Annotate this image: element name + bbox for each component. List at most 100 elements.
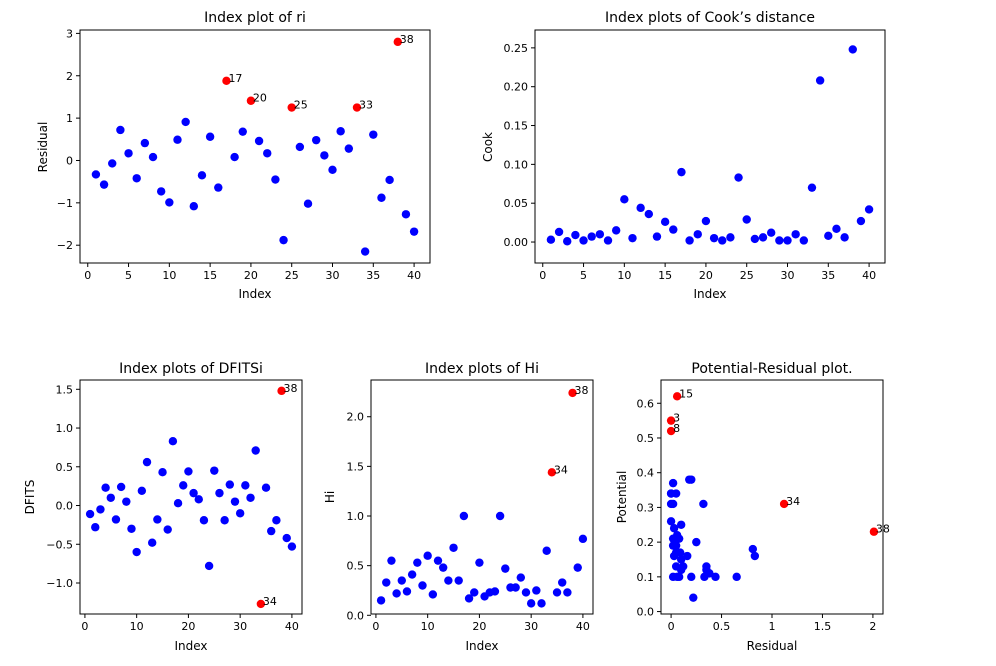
data-point	[108, 159, 117, 168]
data-point	[127, 524, 136, 533]
data-point	[573, 563, 582, 572]
data-point	[382, 578, 391, 587]
data-point	[449, 543, 458, 552]
y-tick-label: 0.4	[637, 467, 655, 480]
y-tick-label: 0.0	[347, 609, 365, 622]
data-point	[165, 198, 174, 207]
x-tick-label: 40	[862, 269, 876, 282]
x-tick-label: 0	[84, 269, 91, 282]
highlighted-point	[666, 416, 676, 425]
data-point	[173, 135, 182, 144]
data-point	[199, 516, 209, 525]
highlighted-point	[256, 599, 266, 609]
x-tick-label: 0.5	[713, 620, 731, 633]
point-annotation: 20	[253, 92, 267, 105]
data-point	[235, 509, 245, 518]
point-annotation: 34	[263, 595, 277, 608]
x-tick-label: 30	[781, 269, 795, 282]
y-tick-label: 1.5	[56, 383, 74, 396]
data-point	[189, 488, 198, 498]
data-point	[111, 515, 121, 524]
data-point	[163, 525, 172, 534]
data-point	[668, 534, 678, 543]
data-point	[668, 572, 678, 582]
dfits-panel: Index plots of DFITSi Index DFITS 0 10 20 3…	[23, 361, 303, 653]
data-point	[848, 45, 857, 54]
data-point	[295, 142, 305, 152]
data-point	[636, 203, 645, 213]
data-point	[179, 481, 188, 490]
data-point	[263, 149, 272, 158]
data-point	[734, 173, 743, 182]
data-point	[676, 520, 686, 529]
data-point	[693, 230, 702, 239]
data-point	[397, 576, 406, 585]
y-tick-label: 1	[66, 112, 73, 125]
data-point	[701, 216, 711, 226]
y-tick-label: 0.5	[347, 560, 365, 573]
data-point	[287, 542, 297, 551]
x-tick-label: 0	[539, 269, 546, 282]
data-point	[669, 225, 678, 234]
highlighted-point	[547, 468, 557, 477]
x-tick-label: 1	[769, 620, 776, 633]
data-point	[475, 558, 484, 567]
point-annotation: 3	[673, 412, 680, 425]
x-axis-label: Index	[238, 287, 271, 301]
data-point	[433, 556, 443, 565]
data-point	[676, 565, 686, 575]
data-point	[459, 511, 469, 521]
data-point	[832, 224, 841, 234]
highlighted-point	[779, 499, 789, 509]
x-tick-label: 25	[740, 269, 754, 282]
data-point	[344, 144, 354, 153]
y-tick-label: 0.6	[637, 397, 655, 410]
x-tick-label: 35	[366, 269, 380, 282]
data-point	[140, 138, 150, 148]
data-point	[671, 489, 681, 498]
x-tick-label: 30	[524, 620, 538, 633]
x-tick-label: 10	[617, 269, 631, 282]
data-point	[220, 516, 229, 525]
x-tick-label: 15	[658, 269, 672, 282]
data-point	[674, 534, 684, 543]
data-point	[385, 175, 394, 185]
x-tick-label: 0	[372, 620, 379, 633]
y-tick-label: −0.5	[46, 538, 73, 551]
data-point	[215, 488, 224, 498]
data-point	[91, 170, 101, 179]
data-point	[742, 215, 751, 224]
data-point	[748, 544, 758, 554]
highlighted-point	[672, 392, 682, 401]
data-point	[96, 505, 105, 514]
data-point	[554, 227, 564, 237]
data-point	[668, 478, 678, 488]
data-point	[495, 511, 505, 521]
x-tick-label: 40	[407, 269, 421, 282]
data-point	[194, 495, 203, 504]
data-point	[392, 589, 401, 598]
data-point	[718, 236, 727, 245]
data-point	[620, 195, 629, 204]
data-point	[428, 590, 438, 599]
data-point	[501, 564, 510, 573]
data-point	[552, 588, 562, 597]
data-point	[279, 235, 288, 245]
y-tick-label: 0.05	[504, 197, 529, 210]
y-tick-label: 0.3	[637, 501, 655, 514]
data-point	[807, 183, 817, 192]
data-point	[563, 237, 572, 246]
x-axis-label: Residual	[747, 639, 798, 653]
y-tick-label: 1.0	[347, 510, 365, 523]
x-tick-label: 30	[326, 269, 340, 282]
data-point	[687, 572, 696, 582]
x-tick-label: 20	[181, 620, 195, 633]
data-point	[230, 497, 240, 506]
y-tick-label: 1.5	[347, 460, 365, 473]
y-axis-label: Residual	[36, 122, 50, 173]
axes-frame	[79, 29, 431, 264]
data-point	[611, 226, 621, 235]
data-point	[558, 578, 567, 587]
x-axis-label: Index	[174, 639, 207, 653]
data-point	[418, 581, 427, 590]
